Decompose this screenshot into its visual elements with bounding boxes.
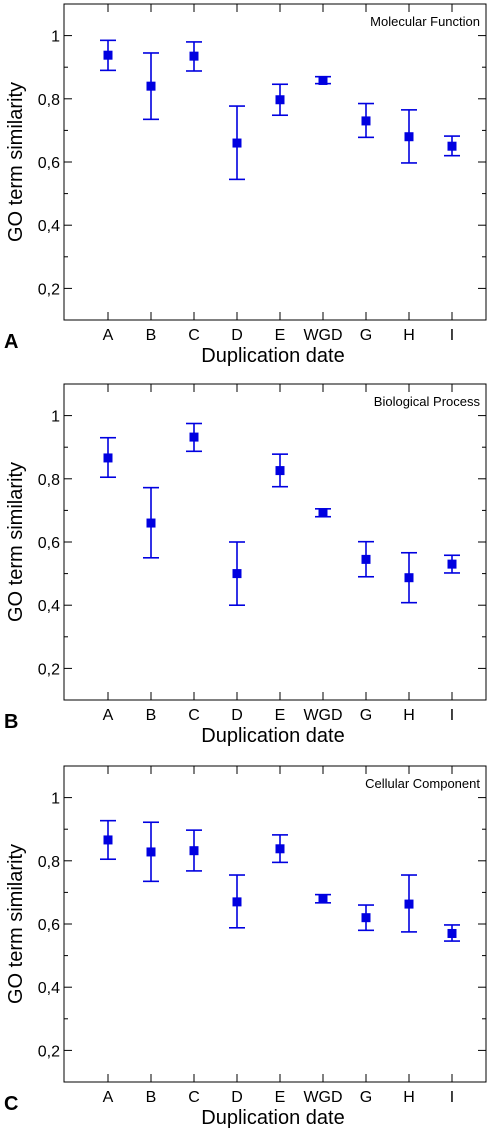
x-tick-label: G — [360, 707, 372, 724]
y-tick-label: 1 — [51, 29, 60, 46]
y-tick-label: 0,2 — [38, 661, 60, 678]
data-point — [447, 928, 457, 938]
data-point — [146, 81, 156, 91]
data-point — [361, 913, 371, 923]
y-tick-label: 0,2 — [38, 281, 60, 298]
data-point — [103, 50, 113, 60]
y-axis-title: GO term similarity — [5, 844, 27, 1004]
x-tick-label: D — [231, 1089, 243, 1106]
panel-letter: C — [4, 1093, 18, 1115]
x-tick-label: H — [403, 1089, 415, 1106]
x-tick-label: WGD — [303, 707, 342, 724]
x-axis-title: Duplication date — [201, 345, 344, 367]
y-axis-title: GO term similarity — [5, 82, 27, 242]
y-tick-label: 0,4 — [38, 980, 60, 997]
data-point — [275, 466, 285, 476]
x-tick-label: H — [403, 327, 415, 344]
data-point — [404, 899, 414, 909]
plot-frame — [63, 3, 487, 321]
data-point — [189, 432, 199, 442]
y-tick-label: 0,6 — [38, 917, 60, 934]
data-point — [361, 554, 371, 564]
data-point — [232, 897, 242, 907]
y-tick-label: 0,8 — [38, 854, 60, 871]
data-point — [275, 95, 285, 105]
data-point — [404, 132, 414, 142]
x-tick-label: G — [360, 327, 372, 344]
x-tick-label: D — [231, 707, 243, 724]
panel-title: Biological Process — [374, 394, 481, 409]
y-tick-label: 0,2 — [38, 1043, 60, 1060]
x-axis-title: Duplication date — [201, 1107, 344, 1129]
x-tick-label: WGD — [303, 327, 342, 344]
x-tick-label: C — [188, 1089, 200, 1106]
x-tick-label: G — [360, 1089, 372, 1106]
chart-panel-a: 0,2 0,4 0,6 0,8 1 A B C D E WGD G H I Molecular Functi… — [4, 3, 487, 367]
chart-panel-b: 0,2 0,4 0,6 0,8 1 A B C D E WGD G H I Biological Proce… — [4, 383, 487, 747]
panel-letter: A — [4, 331, 18, 353]
x-tick-label: I — [450, 707, 454, 724]
x-tick-label: C — [188, 327, 200, 344]
x-tick-label: B — [146, 707, 157, 724]
x-tick-label: B — [146, 1089, 157, 1106]
panel-title: Molecular Function — [370, 14, 480, 29]
panel-title: Cellular Component — [365, 776, 480, 791]
data-point — [447, 559, 457, 569]
data-point — [103, 835, 113, 845]
x-tick-label: H — [403, 707, 415, 724]
x-tick-label: A — [103, 327, 114, 344]
y-axis-title: GO term similarity — [5, 462, 27, 622]
panel-letter: B — [4, 711, 18, 733]
x-axis-title: Duplication date — [201, 725, 344, 747]
y-tick-label: 1 — [51, 791, 60, 808]
data-point — [404, 573, 414, 583]
x-tick-label: A — [103, 1089, 114, 1106]
y-tick-label: 0,8 — [38, 92, 60, 109]
y-tick-label: 0,4 — [38, 218, 60, 235]
data-point — [447, 141, 457, 151]
y-tick-label: 1 — [51, 409, 60, 426]
x-tick-label: A — [103, 707, 114, 724]
data-point — [189, 51, 199, 61]
data-point — [318, 894, 328, 904]
data-point — [232, 569, 242, 579]
x-tick-label: E — [275, 327, 286, 344]
x-tick-label: WGD — [303, 1089, 342, 1106]
data-point — [232, 138, 242, 148]
x-tick-label: C — [188, 707, 200, 724]
data-point — [318, 75, 328, 85]
plot-frame — [63, 765, 487, 1083]
data-point — [275, 844, 285, 854]
x-tick-label: E — [275, 707, 286, 724]
x-tick-label: I — [450, 1089, 454, 1106]
plot-frame — [63, 383, 487, 701]
data-point — [318, 508, 328, 518]
data-point — [146, 847, 156, 857]
data-point — [189, 846, 199, 856]
y-tick-label: 0,6 — [38, 535, 60, 552]
x-tick-label: B — [146, 327, 157, 344]
y-tick-label: 0,6 — [38, 155, 60, 172]
x-tick-label: D — [231, 327, 243, 344]
y-tick-label: 0,8 — [38, 472, 60, 489]
data-point — [361, 116, 371, 126]
data-point — [146, 518, 156, 528]
data-point — [103, 453, 113, 463]
x-tick-label: I — [450, 327, 454, 344]
chart-panel-c: 0,2 0,4 0,6 0,8 1 A B C D E WGD G H I Cellular Compone… — [4, 765, 487, 1129]
y-tick-label: 0,4 — [38, 598, 60, 615]
x-tick-label: E — [275, 1089, 286, 1106]
